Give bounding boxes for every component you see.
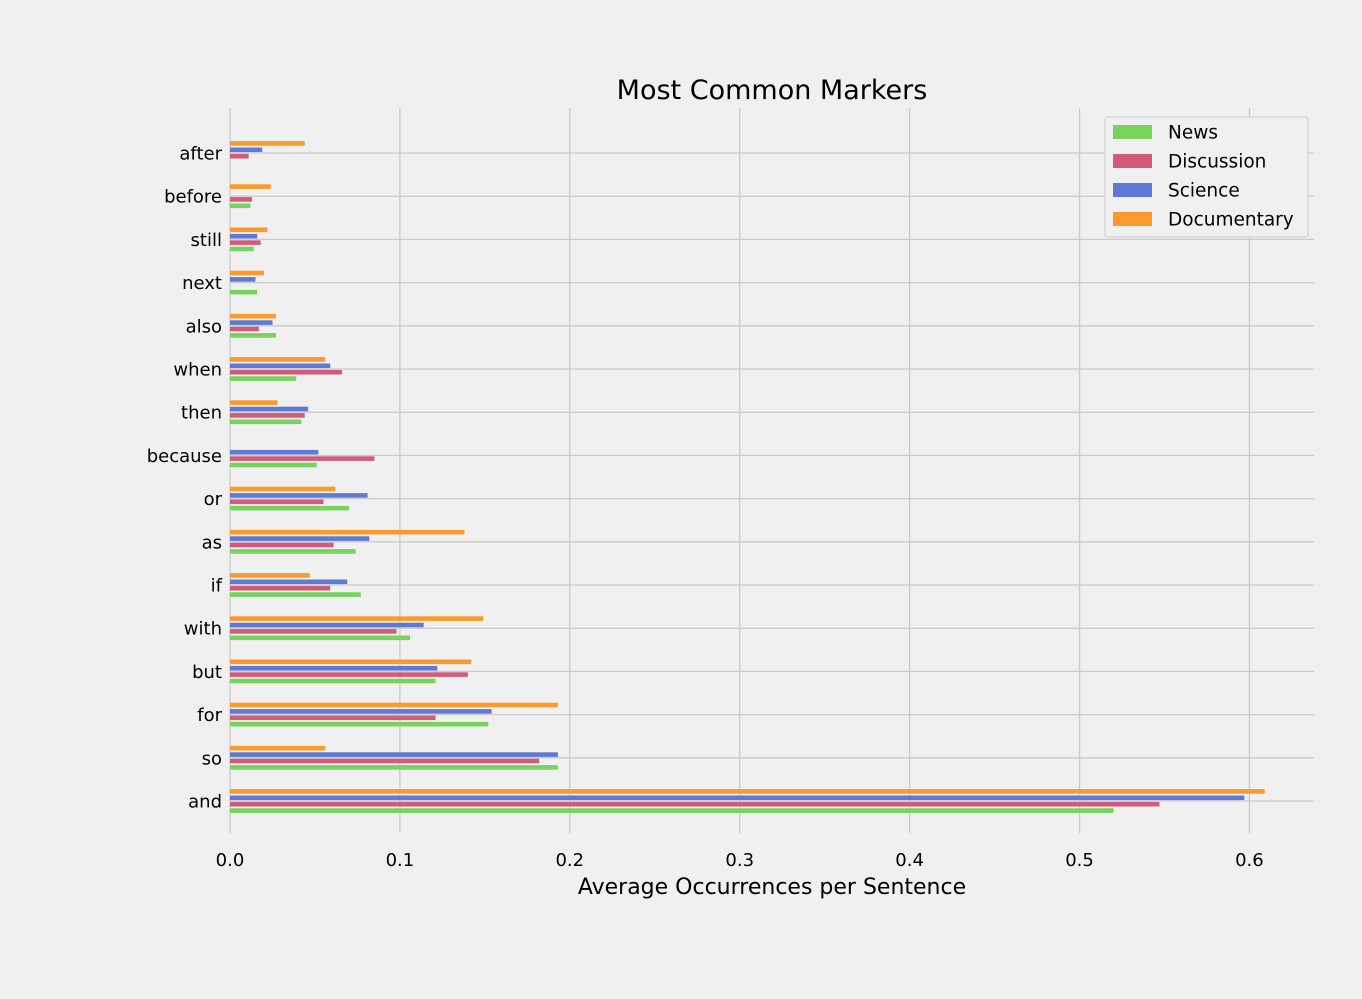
legend-swatch xyxy=(1113,125,1152,139)
legend-box xyxy=(1104,116,1309,238)
legend-label: News xyxy=(1168,123,1218,144)
chart-title: Most Common Markers xyxy=(617,75,928,106)
x-tick-label: 0.2 xyxy=(555,850,584,871)
y-tick-label: after xyxy=(179,144,222,165)
bar-documentary-as xyxy=(230,529,465,535)
y-tick-label: if xyxy=(211,576,223,597)
axis-layer: 0.0 0.1 0.2 0.3 0.4 0.5 0.6 and so for but with if as… xyxy=(147,144,1264,872)
bar-discussion-also xyxy=(230,326,259,332)
bar-science-when xyxy=(230,363,331,369)
y-tick-label: so xyxy=(202,748,222,769)
bar-science-next xyxy=(230,277,256,282)
bar-discussion-when xyxy=(230,369,343,375)
bar-documentary-also xyxy=(230,313,276,319)
legend-label: Documentary xyxy=(1168,210,1294,231)
bar-documentary-or xyxy=(230,486,336,492)
bar-documentary-with xyxy=(230,616,484,621)
bar-news-because xyxy=(230,462,317,468)
bar-news-when xyxy=(230,376,297,381)
y-tick-label: as xyxy=(202,532,222,553)
x-tick-label: 0.6 xyxy=(1235,850,1264,871)
bar-science-then xyxy=(230,406,309,412)
bar-discussion-and xyxy=(230,801,1160,807)
y-tick-label: but xyxy=(192,662,222,683)
bar-science-and xyxy=(230,795,1245,801)
bar-documentary-still xyxy=(230,227,268,233)
bar-discussion-because xyxy=(230,456,375,461)
bar-science-so xyxy=(230,752,558,757)
y-tick-label: or xyxy=(204,489,223,510)
bar-science-as xyxy=(230,536,370,541)
bar-discussion-but xyxy=(230,672,468,677)
bar-news-before xyxy=(230,203,251,209)
x-tick-label: 0.1 xyxy=(386,850,415,871)
y-tick-label: because xyxy=(147,446,222,467)
legend-swatch xyxy=(1113,183,1152,197)
bar-science-also xyxy=(230,320,273,325)
bar-news-still xyxy=(230,246,254,252)
bar-discussion-still xyxy=(230,240,261,245)
bar-science-for xyxy=(230,709,492,714)
bar-science-because xyxy=(230,449,319,455)
bar-news-with xyxy=(230,635,411,641)
y-tick-label: before xyxy=(164,187,222,208)
x-tick-label: 0.5 xyxy=(1065,850,1094,871)
bar-documentary-for xyxy=(230,702,558,708)
y-tick-label: still xyxy=(191,230,222,251)
x-tick-label: 0.3 xyxy=(725,850,754,871)
bar-documentary-if xyxy=(230,573,310,578)
bar-documentary-but xyxy=(230,659,472,665)
bar-news-if xyxy=(230,592,361,597)
legend-swatch xyxy=(1113,212,1152,226)
y-tick-label: and xyxy=(188,792,222,813)
bar-news-and xyxy=(230,808,1114,813)
bar-science-with xyxy=(230,622,424,628)
bar-news-also xyxy=(230,333,276,338)
bar-news-then xyxy=(230,419,302,425)
bar-science-after xyxy=(230,147,263,153)
y-tick-label: for xyxy=(197,705,222,726)
y-tick-label: next xyxy=(182,273,222,294)
bar-documentary-next xyxy=(230,270,264,276)
bar-science-still xyxy=(230,233,258,239)
bar-discussion-with xyxy=(230,629,397,634)
bar-discussion-then xyxy=(230,413,305,418)
bar-science-if xyxy=(230,579,348,585)
bar-news-or xyxy=(230,505,349,511)
bar-discussion-if xyxy=(230,585,331,591)
y-tick-label: with xyxy=(184,619,222,640)
x-tick-label: 0.4 xyxy=(895,850,924,871)
bar-documentary-so xyxy=(230,745,326,751)
bar-documentary-after xyxy=(230,141,305,146)
bar-science-but xyxy=(230,665,438,671)
legend: News Discussion Science Documentary xyxy=(1104,116,1309,238)
y-tick-label: then xyxy=(181,403,222,424)
y-tick-label: also xyxy=(186,316,222,337)
bar-discussion-before xyxy=(230,197,253,202)
legend-swatch xyxy=(1113,154,1152,168)
legend-label: Science xyxy=(1168,181,1240,202)
bar-documentary-when xyxy=(230,357,326,362)
bar-discussion-as xyxy=(230,542,334,548)
bar-news-as xyxy=(230,549,356,554)
bar-discussion-so xyxy=(230,758,540,764)
bar-news-so xyxy=(230,765,558,770)
bar-discussion-after xyxy=(230,153,249,159)
y-tick-label: when xyxy=(173,360,222,381)
bar-news-but xyxy=(230,678,436,684)
bar-news-for xyxy=(230,721,489,727)
bar-news-next xyxy=(230,289,258,295)
x-axis-title: Average Occurrences per Sentence xyxy=(578,875,966,900)
bar-documentary-and xyxy=(230,789,1265,794)
bar-discussion-for xyxy=(230,715,436,721)
legend-label: Discussion xyxy=(1168,152,1266,173)
x-tick-label: 0.0 xyxy=(216,850,245,871)
bar-science-or xyxy=(230,493,368,498)
bar-documentary-then xyxy=(230,400,278,405)
bar-discussion-or xyxy=(230,499,324,505)
bar-layer xyxy=(230,141,1265,813)
bar-documentary-before xyxy=(230,184,271,189)
